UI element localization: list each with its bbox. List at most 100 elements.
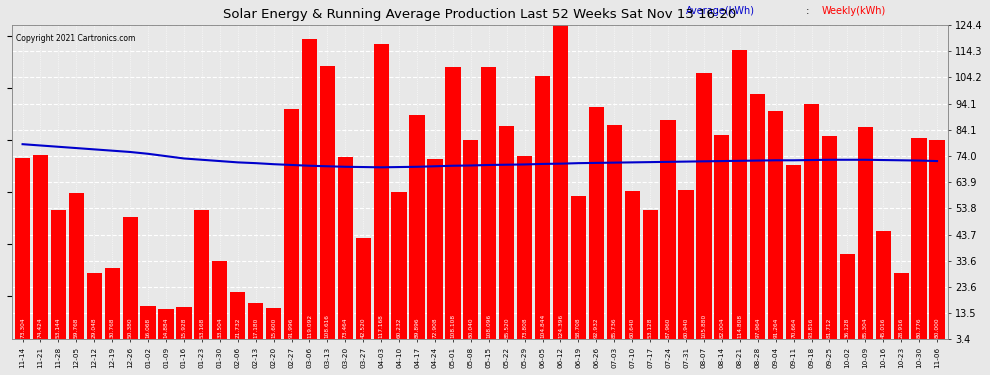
Bar	[552, 25, 568, 348]
Bar	[446, 67, 460, 348]
Bar	[176, 307, 191, 348]
Text: 53.168: 53.168	[199, 318, 204, 338]
Text: 50.380: 50.380	[128, 317, 133, 338]
Text: 108.616: 108.616	[325, 314, 330, 338]
Text: 30.768: 30.768	[110, 318, 115, 338]
Text: Average(kWh): Average(kWh)	[686, 6, 754, 16]
Bar	[50, 210, 66, 348]
Bar	[302, 39, 317, 348]
Text: 108.096: 108.096	[486, 314, 491, 338]
Bar	[105, 268, 120, 348]
Bar	[714, 135, 730, 348]
Bar	[660, 120, 676, 348]
Bar	[499, 126, 515, 348]
Bar	[463, 140, 478, 348]
Bar	[123, 217, 138, 348]
Bar	[625, 190, 640, 348]
Text: 60.940: 60.940	[683, 318, 688, 338]
Text: 81.712: 81.712	[827, 318, 832, 338]
Text: 108.108: 108.108	[450, 314, 455, 338]
Bar	[840, 254, 855, 348]
Text: 124.396: 124.396	[558, 314, 563, 338]
Text: 73.464: 73.464	[343, 318, 347, 338]
Text: 119.092: 119.092	[307, 314, 312, 338]
Text: 85.736: 85.736	[612, 318, 617, 338]
Bar	[284, 109, 299, 348]
Bar	[750, 94, 765, 348]
Bar	[930, 140, 944, 348]
Bar	[768, 111, 783, 348]
Bar	[804, 104, 819, 348]
Text: 58.708: 58.708	[576, 317, 581, 338]
Text: :: :	[803, 6, 812, 16]
Text: 29.048: 29.048	[92, 317, 97, 338]
Bar	[230, 292, 246, 348]
Bar	[571, 196, 586, 348]
Bar	[212, 261, 228, 348]
Text: 42.520: 42.520	[360, 317, 365, 338]
Bar	[391, 192, 407, 348]
Text: 53.144: 53.144	[55, 318, 61, 338]
Text: 85.304: 85.304	[863, 317, 868, 338]
Text: 14.884: 14.884	[163, 318, 168, 338]
Text: 28.916: 28.916	[899, 318, 904, 338]
Bar	[894, 273, 909, 348]
Text: 15.928: 15.928	[181, 318, 186, 338]
Bar	[535, 76, 550, 348]
Bar	[320, 66, 335, 348]
Bar	[857, 126, 873, 348]
Text: Weekly(kWh): Weekly(kWh)	[822, 6, 886, 16]
Text: 80.000: 80.000	[935, 317, 940, 338]
Bar	[643, 210, 657, 348]
Bar	[338, 157, 353, 348]
Text: 91.264: 91.264	[773, 318, 778, 338]
Text: 87.960: 87.960	[665, 318, 670, 338]
Text: 85.520: 85.520	[504, 317, 509, 338]
Bar	[607, 125, 622, 348]
Bar	[266, 308, 281, 348]
Text: 33.504: 33.504	[217, 317, 223, 338]
Bar	[87, 273, 102, 348]
Text: 74.424: 74.424	[38, 317, 43, 338]
Bar	[410, 115, 425, 348]
Text: 82.004: 82.004	[720, 317, 725, 338]
Text: 73.808: 73.808	[522, 317, 527, 338]
Bar	[141, 306, 155, 348]
Text: 60.232: 60.232	[397, 318, 402, 338]
Bar	[15, 158, 30, 348]
Text: 91.996: 91.996	[289, 318, 294, 338]
Bar	[786, 165, 801, 348]
Text: 105.880: 105.880	[702, 314, 707, 338]
Text: 15.600: 15.600	[271, 318, 276, 338]
Text: 92.932: 92.932	[594, 317, 599, 338]
Text: 45.016: 45.016	[881, 318, 886, 338]
Bar	[912, 138, 927, 348]
Text: 117.168: 117.168	[379, 314, 384, 338]
Bar	[33, 155, 49, 348]
Text: 89.896: 89.896	[415, 318, 420, 338]
Text: 72.908: 72.908	[433, 317, 438, 338]
Bar	[68, 193, 84, 348]
Text: 97.964: 97.964	[755, 318, 760, 338]
Text: 70.664: 70.664	[791, 318, 796, 338]
Text: 104.844: 104.844	[541, 314, 545, 338]
Bar	[373, 44, 389, 348]
Text: 53.128: 53.128	[647, 318, 652, 338]
Bar	[158, 309, 173, 348]
Bar	[589, 107, 604, 348]
Bar	[481, 67, 496, 348]
Text: 17.180: 17.180	[253, 318, 258, 338]
Text: 21.732: 21.732	[236, 318, 241, 338]
Text: 16.068: 16.068	[146, 318, 150, 338]
Text: 36.128: 36.128	[844, 318, 849, 338]
Bar	[428, 159, 443, 348]
Text: 114.808: 114.808	[738, 314, 742, 338]
Bar	[355, 238, 371, 348]
Bar	[248, 303, 263, 348]
Text: 60.640: 60.640	[630, 318, 635, 338]
Bar	[696, 73, 712, 348]
Bar	[194, 210, 210, 348]
Text: 93.816: 93.816	[809, 318, 814, 338]
Text: 73.304: 73.304	[20, 317, 25, 338]
Bar	[733, 50, 747, 348]
